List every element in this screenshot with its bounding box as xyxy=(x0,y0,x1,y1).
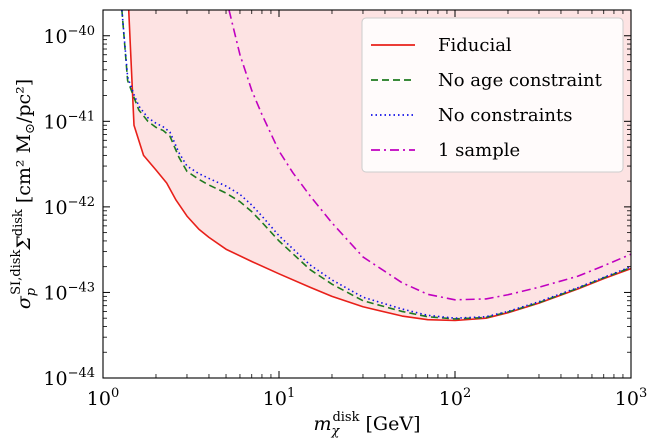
y-tick-label-3: 10−42 xyxy=(43,195,95,219)
x-axis-label-unit: [GeV] xyxy=(359,413,420,435)
legend-items: Fiducial No age constraint No constraints 1… xyxy=(371,35,603,161)
y-axis-label-main: σ xyxy=(13,295,35,309)
legend-label-3: No constraints xyxy=(438,105,572,126)
y-axis-label: σpSI,diskΣdisk [cm² M⊙/pc²] xyxy=(9,79,39,309)
legend-label-1: Fiducial xyxy=(438,35,512,56)
y-axis-label-group: σpSI,diskΣdisk [cm² M⊙/pc²] xyxy=(9,79,39,309)
x-axis-label: mχdisk [GeV] xyxy=(314,410,421,439)
x-tick-label-1-base: 10 xyxy=(87,388,111,410)
y-axis-label-sup: SI,disk xyxy=(9,250,24,295)
legend-box xyxy=(361,17,624,173)
y-tick-label-1: 10−44 xyxy=(43,366,95,390)
y-tick-label-5-exp: −40 xyxy=(68,24,95,39)
x-tick-label-4-exp: 3 xyxy=(639,386,647,401)
y-tick-label-3-base: 10 xyxy=(43,197,67,219)
y-tick-label-4-exp: −41 xyxy=(68,109,95,124)
y-axis-label-sub: p xyxy=(24,287,39,296)
y-axis-label-main2: Σ xyxy=(13,236,35,251)
x-tick-label-2-exp: 1 xyxy=(287,386,295,401)
x-tick-label-1: 100 xyxy=(87,386,119,410)
y-axis-label-unit: [cm² M xyxy=(13,134,35,209)
legend: Fiducial No age constraint No constraints 1… xyxy=(361,17,624,173)
x-tick-label-4-base: 10 xyxy=(615,388,639,410)
series-line-2 xyxy=(121,10,631,320)
series-line-4 xyxy=(228,10,631,301)
x-tick-label-3-base: 10 xyxy=(439,388,463,410)
y-tick-label-2: 10−43 xyxy=(43,280,95,304)
y-tick-label-5-base: 10 xyxy=(43,26,67,48)
x-tick-label-2: 101 xyxy=(263,386,295,410)
x-tick-label-3: 102 xyxy=(439,386,471,410)
x-tick-label-3-exp: 2 xyxy=(463,386,471,401)
y-tick-label-4-base: 10 xyxy=(43,111,67,133)
y-axis-label-unit-end: /pc²] xyxy=(13,79,35,123)
y-tick-label-1-base: 10 xyxy=(43,368,67,390)
y-axis-label-sup2: disk xyxy=(11,209,26,236)
y-tick-label-1-exp: −44 xyxy=(68,366,95,381)
x-axis-label-main: m xyxy=(314,413,332,435)
plot-frame xyxy=(102,9,632,379)
x-tick-label-1-exp: 0 xyxy=(111,386,119,401)
x-axis-label-sup: disk xyxy=(332,410,359,425)
x-tick-label-2-base: 10 xyxy=(263,388,287,410)
y-axis-label-unit-sub: ⊙ xyxy=(23,123,38,134)
y-tick-label-3-exp: −42 xyxy=(68,195,95,210)
y-tick-label-2-base: 10 xyxy=(43,282,67,304)
legend-label-4: 1 sample xyxy=(438,140,520,161)
y-tick-label-5: 10−40 xyxy=(43,24,95,48)
x-axis-label-sub: χ xyxy=(331,424,341,439)
y-tick-label-4: 10−41 xyxy=(43,109,95,133)
y-tick-label-2-exp: −43 xyxy=(68,280,95,295)
series-layer xyxy=(121,10,631,322)
x-tick-label-4: 103 xyxy=(615,386,647,410)
legend-label-2: No age constraint xyxy=(438,70,603,91)
